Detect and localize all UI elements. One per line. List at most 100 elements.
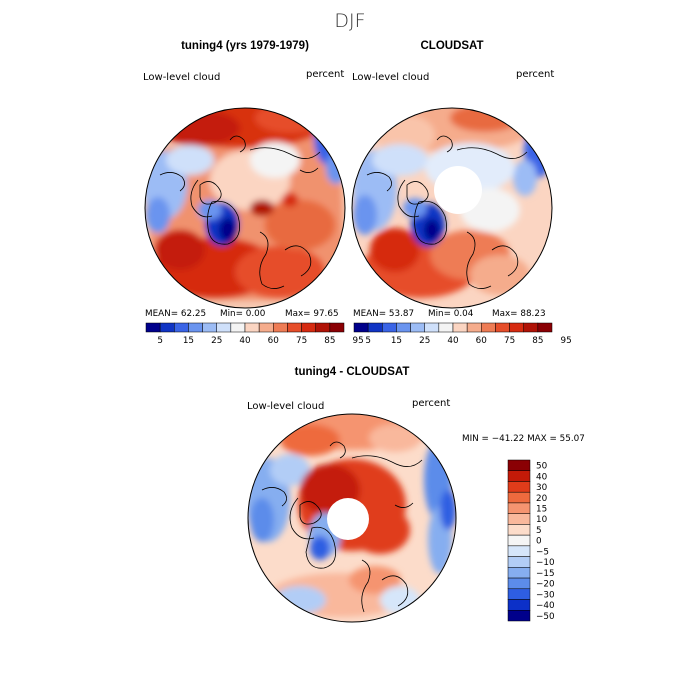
panel-diff-colorbar-swatch bbox=[507, 556, 531, 568]
panel-model-colorbar-swatch bbox=[202, 322, 217, 333]
panel-model-colorbar-swatch bbox=[188, 322, 203, 333]
panel-diff-colorbar-swatch bbox=[507, 481, 531, 493]
panel-obs-map bbox=[352, 108, 552, 308]
panel-model-colorbar-swatch bbox=[301, 322, 316, 333]
panel-model-colorbar-swatch bbox=[145, 322, 161, 333]
panel-diff-colorbar-swatch bbox=[507, 491, 531, 504]
panel-obs-title: CLOUDSAT bbox=[420, 40, 483, 52]
panel-obs-colorbar: 5 15 25 40 60 75 85 95 bbox=[353, 322, 572, 346]
panel-diff-colorbar-swatch bbox=[507, 534, 531, 547]
panel-model-colorbar-tick-label: 25 bbox=[211, 336, 222, 346]
panel-obs-colorbar-swatch bbox=[438, 322, 454, 333]
panel-model-colorbar-swatch bbox=[174, 322, 189, 333]
panel-obs-colorbar-swatch bbox=[466, 322, 482, 333]
panel-diff: tuning4 - CLOUDSAT Low-level cloud perce… bbox=[247, 366, 585, 623]
panel-obs-colorbar-tick-label: 15 bbox=[391, 336, 402, 346]
panel-model-colorbar: 5 15 25 40 60 75 85 95 bbox=[145, 322, 364, 346]
panel-diff-colorbar-tick-label: −40 bbox=[536, 601, 555, 611]
panel-diff-colorbar-tick-label: −20 bbox=[536, 580, 555, 590]
panel-diff-colorbar-tick-label: 15 bbox=[536, 505, 547, 515]
panel-obs-colorbar-tick-label: 60 bbox=[476, 336, 488, 346]
panel-model-stats: MEAN= 62.25 Min= 0.00 Max= 97.65 bbox=[145, 309, 339, 319]
panel-diff-colorbar-swatch bbox=[507, 524, 531, 536]
panel-obs-units: percent bbox=[516, 69, 554, 80]
panel-model-title: tuning4 (yrs 1979-1979) bbox=[181, 40, 309, 52]
panel-model-colorbar-swatch bbox=[244, 322, 260, 333]
panel-diff-colorbar-tick-label: 10 bbox=[536, 515, 548, 525]
figure-title: DJF bbox=[334, 10, 365, 32]
panel-model-map bbox=[145, 108, 345, 308]
panel-obs-colorbar-swatch bbox=[396, 322, 411, 333]
panel-diff-colorbar-tick-label: 20 bbox=[536, 494, 548, 504]
panel-diff-variable: Low-level cloud bbox=[247, 401, 324, 412]
panel-diff-colorbar-swatch bbox=[507, 513, 531, 525]
panel-model: tuning4 (yrs 1979-1979) Low-level cloud … bbox=[143, 40, 364, 346]
panel-obs-colorbar-tick-label: 5 bbox=[365, 336, 371, 346]
panel-obs-colorbar-tick-label: 40 bbox=[447, 336, 459, 346]
panel-diff-colorbar-tick-label: 50 bbox=[536, 462, 548, 472]
panel-obs-colorbar-tick-label: 25 bbox=[419, 336, 430, 346]
panel-model-colorbar-tick-label: 85 bbox=[324, 336, 335, 346]
panel-model-variable: Low-level cloud bbox=[143, 72, 220, 83]
panel-obs-colorbar-tick-label: 75 bbox=[504, 336, 515, 346]
panel-model-colorbar-tick-label: 60 bbox=[268, 336, 280, 346]
panel-diff-colorbar-swatch bbox=[507, 470, 531, 482]
panel-obs-colorbar-swatch bbox=[410, 322, 425, 333]
panel-diff-colorbar-swatch bbox=[507, 545, 531, 557]
panel-model-colorbar-tick-label: 75 bbox=[296, 336, 307, 346]
panel-diff-map bbox=[248, 414, 456, 622]
panel-obs-max: Max= 88.23 bbox=[492, 309, 546, 319]
panel-obs-stats: MEAN= 53.87 Min= 0.04 Max= 88.23 bbox=[353, 309, 546, 319]
panel-obs-colorbar-swatch bbox=[523, 322, 539, 333]
panel-model-colorbar-swatch bbox=[230, 322, 246, 333]
panel-diff-title: tuning4 - CLOUDSAT bbox=[295, 366, 410, 378]
panel-obs-colorbar-swatch bbox=[537, 322, 553, 333]
panel-obs-mean: MEAN= 53.87 bbox=[353, 309, 414, 319]
panel-obs: CLOUDSAT Low-level cloud percent bbox=[351, 40, 572, 346]
panel-model-units: percent bbox=[306, 69, 344, 80]
panel-model-colorbar-swatch bbox=[159, 322, 175, 333]
panel-model-min: Min= 0.00 bbox=[220, 309, 266, 319]
panel-diff-colorbar-tick-label: −5 bbox=[536, 547, 549, 557]
panel-model-colorbar-swatch bbox=[216, 322, 232, 333]
panel-obs-min: Min= 0.04 bbox=[428, 309, 474, 319]
panel-obs-colorbar-tick-label: 95 bbox=[561, 336, 572, 346]
panel-model-colorbar-tick-label: 5 bbox=[157, 336, 163, 346]
panel-obs-colorbar-swatch bbox=[353, 322, 369, 333]
panel-obs-colorbar-swatch bbox=[452, 322, 468, 333]
panel-diff-colorbar-swatch bbox=[507, 588, 531, 600]
panel-diff-colorbar-tick-label: 30 bbox=[536, 483, 548, 493]
panel-diff-colorbar-tick-label: −30 bbox=[536, 590, 555, 600]
panel-diff-colorbar-swatch bbox=[507, 599, 531, 611]
panel-model-colorbar-tick-label: 40 bbox=[239, 336, 251, 346]
panel-diff-colorbar-tick-label: 0 bbox=[536, 537, 542, 547]
panel-obs-variable: Low-level cloud bbox=[352, 72, 429, 83]
panel-obs-colorbar-swatch bbox=[382, 322, 397, 333]
panel-model-colorbar-swatch bbox=[315, 322, 331, 333]
panel-model-colorbar-swatch bbox=[273, 322, 288, 333]
panel-obs-colorbar-tick-label: 85 bbox=[532, 336, 543, 346]
panel-obs-colorbar-swatch bbox=[367, 322, 383, 333]
panel-diff-colorbar-swatch bbox=[507, 459, 531, 471]
panel-model-colorbar-swatch bbox=[258, 322, 274, 333]
panel-model-max: Max= 97.65 bbox=[285, 309, 339, 319]
panel-diff-colorbar-swatch bbox=[507, 502, 531, 514]
panel-diff-colorbar-tick-label: −10 bbox=[536, 558, 555, 568]
panel-diff-minmax: MIN = −41.22 MAX = 55.07 bbox=[462, 434, 585, 444]
panel-diff-colorbar-swatch bbox=[507, 577, 531, 590]
panel-obs-colorbar-swatch bbox=[509, 322, 524, 333]
panel-obs-colorbar-swatch bbox=[495, 322, 510, 333]
panel-diff-colorbar-tick-label: −50 bbox=[536, 612, 555, 622]
panel-diff-colorbar-swatch bbox=[507, 610, 531, 622]
panel-diff-units: percent bbox=[412, 398, 450, 409]
panel-model-colorbar-tick-label: 15 bbox=[183, 336, 194, 346]
panel-diff-colorbar-tick-label: 40 bbox=[536, 472, 548, 482]
panel-obs-colorbar-swatch bbox=[424, 322, 440, 333]
panel-model-mean: MEAN= 62.25 bbox=[145, 309, 206, 319]
panel-obs-colorbar-swatch bbox=[481, 322, 496, 333]
panel-model-colorbar-tick-label: 95 bbox=[353, 336, 364, 346]
panel-diff-colorbar-tick-label: 5 bbox=[536, 526, 542, 536]
panel-diff-colorbar-swatch bbox=[507, 567, 531, 579]
